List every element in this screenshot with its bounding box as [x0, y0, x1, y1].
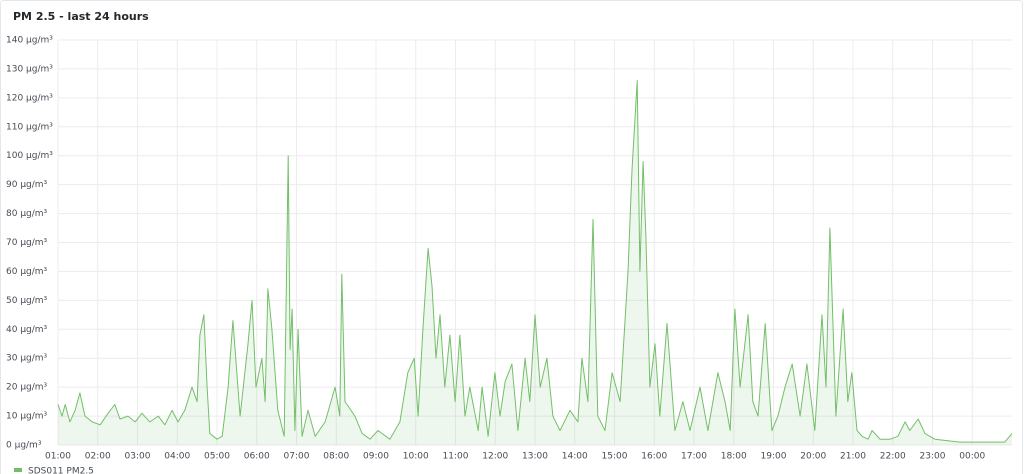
x-tick-label: 10:00	[403, 452, 429, 462]
y-tick-label: 30 μg/m³	[6, 354, 48, 364]
legend-swatch	[14, 468, 22, 472]
x-tick-label: 21:00	[840, 452, 866, 462]
y-tick-label: 20 μg/m³	[6, 383, 48, 393]
x-tick-label: 04:00	[164, 452, 190, 462]
x-tick-label: 22:00	[880, 452, 906, 462]
x-tick-label: 02:00	[85, 452, 111, 462]
y-tick-label: 140 μg/m³	[6, 36, 53, 46]
y-tick-label: 80 μg/m³	[6, 209, 48, 219]
y-tick-label: 110 μg/m³	[6, 122, 53, 132]
x-tick-label: 07:00	[284, 452, 310, 462]
x-tick-label: 01:00	[45, 452, 71, 462]
legend-label[interactable]: SDS011 PM2.5	[28, 467, 94, 474]
y-tick-label: 50 μg/m³	[6, 296, 48, 306]
y-tick-label: 0 μg/m³	[6, 441, 42, 451]
y-tick-label: 70 μg/m³	[6, 238, 48, 248]
y-tick-label: 10 μg/m³	[6, 412, 48, 422]
series-line	[57, 80, 1013, 443]
x-tick-label: 19:00	[761, 452, 787, 462]
x-tick-label: 23:00	[920, 452, 946, 462]
y-tick-label: 130 μg/m³	[6, 64, 53, 74]
y-tick-label: 120 μg/m³	[6, 93, 53, 103]
y-tick-label: 40 μg/m³	[6, 325, 48, 335]
series-area	[58, 80, 1012, 445]
x-tick-label: 18:00	[721, 452, 747, 462]
x-tick-label: 13:00	[522, 452, 548, 462]
x-tick-label: 11:00	[443, 452, 469, 462]
x-tick-label: 05:00	[204, 452, 230, 462]
x-tick-label: 16:00	[641, 452, 667, 462]
x-tick-label: 06:00	[244, 452, 270, 462]
x-tick-label: 15:00	[602, 452, 628, 462]
x-tick-label: 09:00	[363, 452, 389, 462]
x-tick-label: 14:00	[562, 452, 588, 462]
x-tick-label: 00:00	[959, 452, 985, 462]
y-tick-label: 90 μg/m³	[6, 180, 48, 190]
x-tick-label: 12:00	[482, 452, 508, 462]
panel-title: PM 2.5 - last 24 hours	[13, 10, 149, 23]
x-tick-label: 17:00	[681, 452, 707, 462]
x-tick-label: 20:00	[800, 452, 826, 462]
y-tick-label: 100 μg/m³	[6, 151, 53, 161]
x-tick-label: 03:00	[125, 452, 151, 462]
y-tick-label: 60 μg/m³	[6, 267, 48, 277]
x-tick-label: 08:00	[323, 452, 349, 462]
